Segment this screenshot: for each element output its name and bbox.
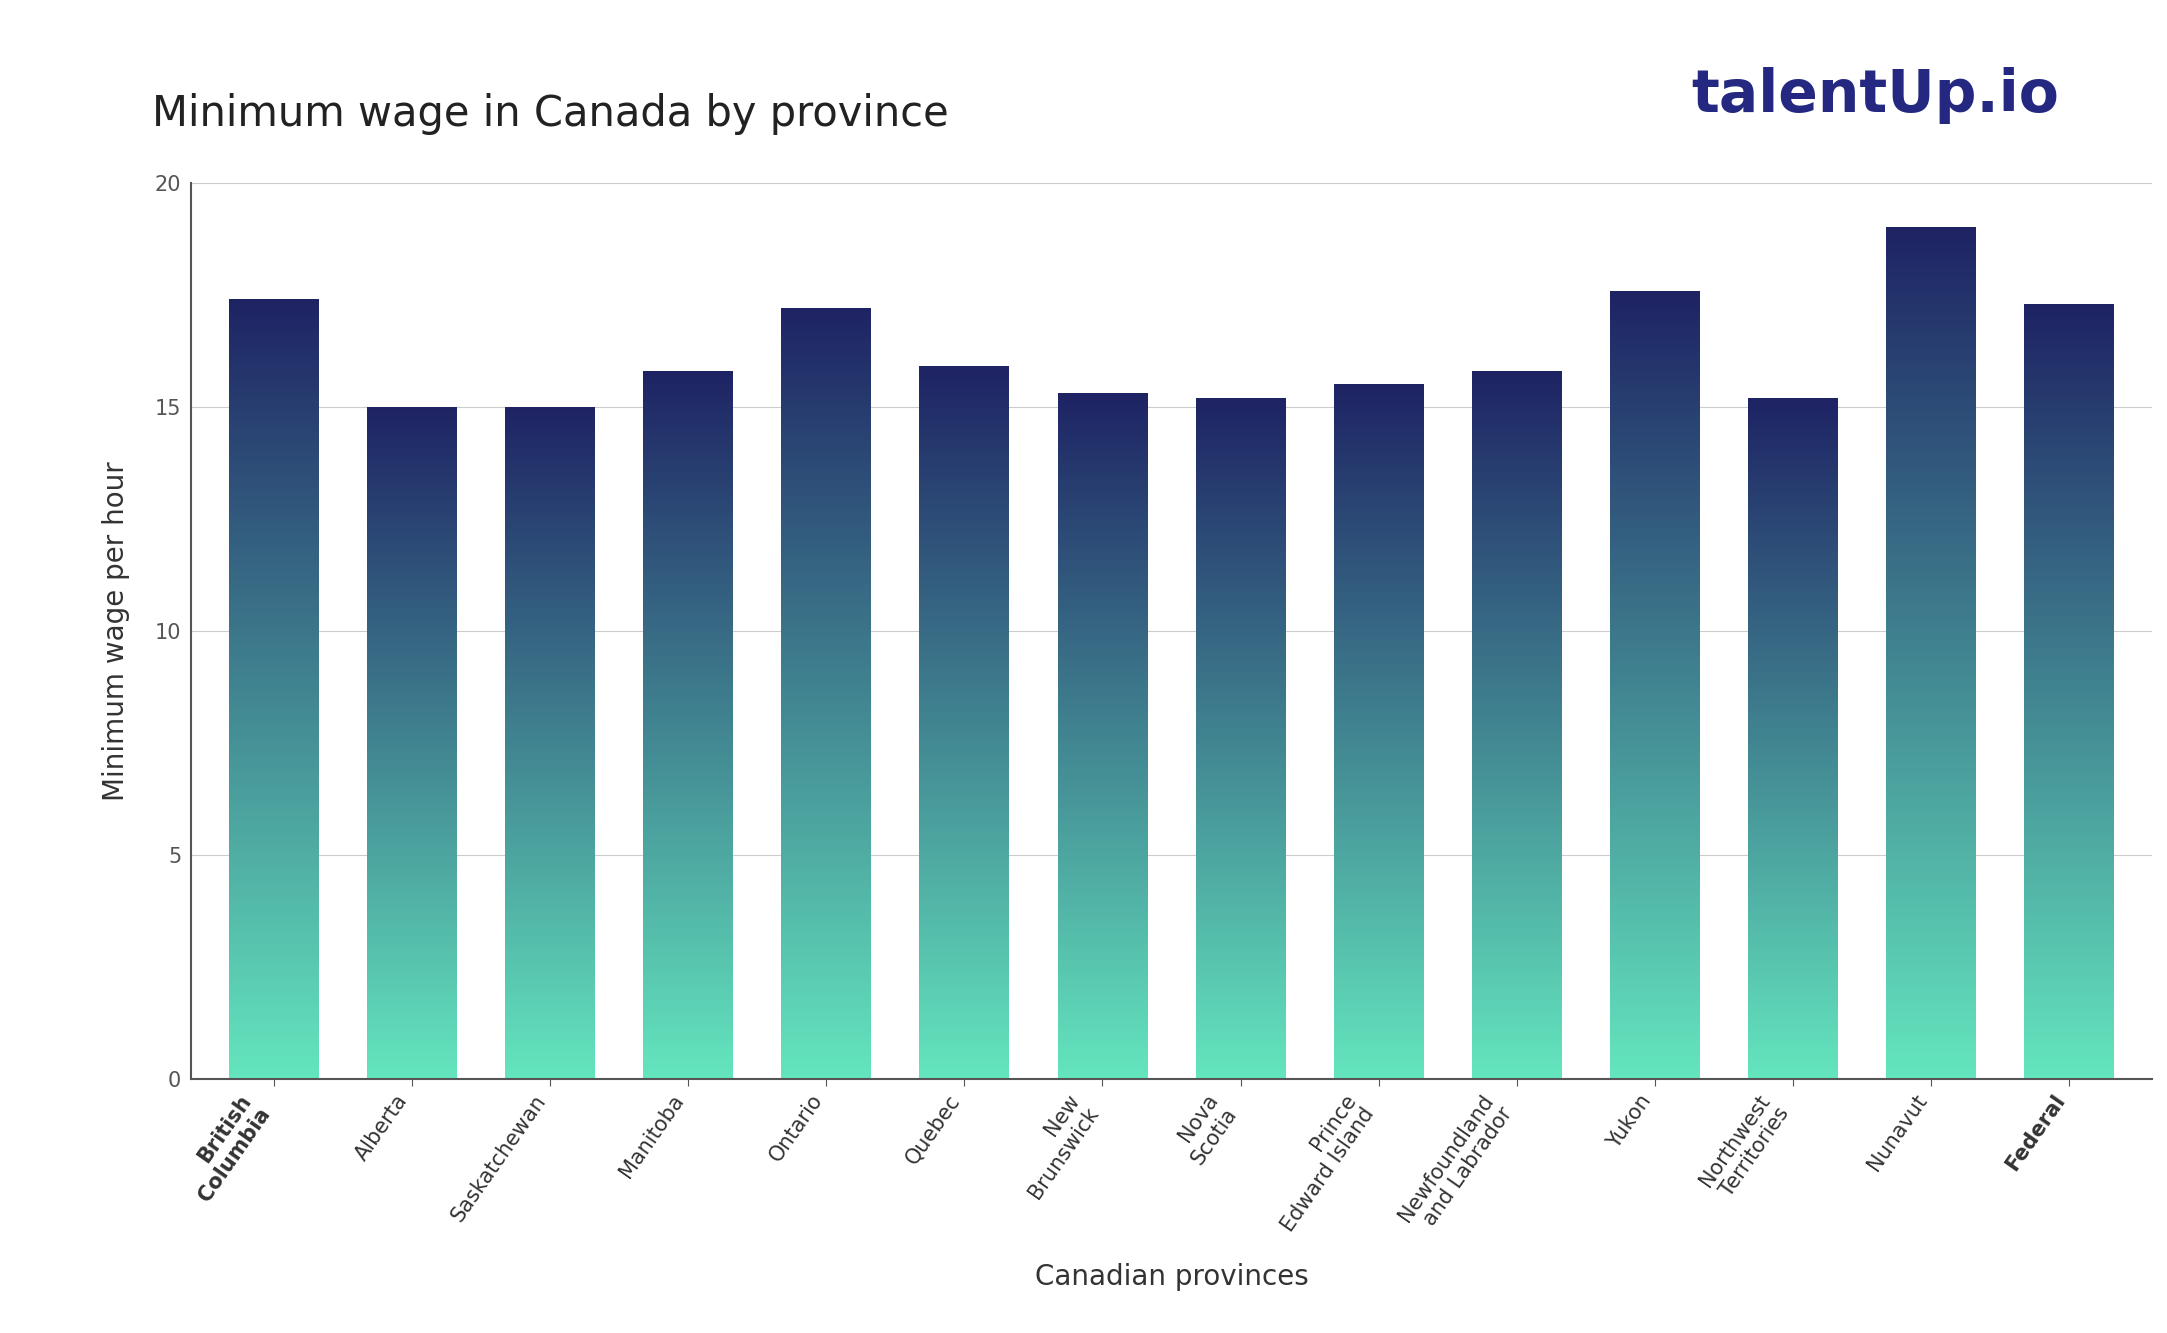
Y-axis label: Minimum wage per hour: Minimum wage per hour [102,461,130,801]
X-axis label: Canadian provinces: Canadian provinces [1034,1264,1309,1292]
Text: talentUp.io: talentUp.io [1690,67,2059,124]
Text: Minimum wage in Canada by province: Minimum wage in Canada by province [152,93,949,136]
